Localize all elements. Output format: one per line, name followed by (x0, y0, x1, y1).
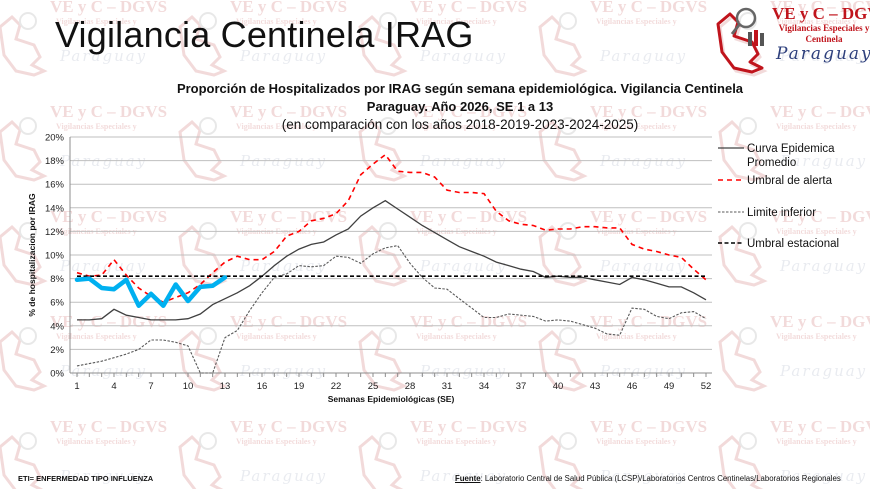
paraguay-map-logo-icon (716, 7, 764, 74)
logo-subtitle: Vigilancias Especiales y Centinela (778, 23, 870, 45)
footer-note: ETI= ENFERMEDAD TIPO INFLUENZA (18, 474, 154, 483)
x-tick-label: 4 (111, 381, 116, 392)
x-tick-label: 16 (257, 381, 268, 392)
logo-subtitle-line1: Vigilancias Especiales y (778, 23, 870, 33)
y-tick-label: 6% (50, 298, 64, 309)
axes (69, 137, 712, 377)
y-tick-label: 10% (45, 251, 65, 262)
series-line-curva-epidemica-promedio (77, 199, 707, 321)
x-tick-label: 37 (516, 381, 527, 392)
legend-label: Curva Epidemica (747, 143, 835, 155)
chart-subtitle: (en comparación con los años 2018-2019-2… (281, 117, 639, 132)
x-tick-label: 10 (183, 381, 194, 392)
chart-title-line2: Paraguay. Año 2026, SE 1 a 13 (366, 99, 554, 114)
legend-label: Umbral de alerta (747, 175, 833, 187)
x-tick-label: 7 (148, 381, 153, 392)
x-tick-label: 25 (368, 381, 379, 392)
y-tick-label: 0% (50, 369, 64, 380)
series-line-2026 (74, 275, 228, 308)
x-tick-labels: 1 4 7 10 13 16 19 22 25 28 31 34 37 40 43 46 49 52 (74, 381, 711, 392)
chart-title-line1: Proporción de Hospitalizados por IRAG se… (176, 81, 744, 96)
series-line-umbral-de-alerta (76, 153, 707, 304)
logo-country: Paraguay (776, 44, 870, 64)
x-tick-label: 34 (479, 381, 490, 392)
y-tick-label: 2% (50, 345, 64, 356)
y-axis-title: % de hospitalizacion por IRAG (27, 193, 37, 317)
x-tick-label: 28 (405, 381, 416, 392)
legend-label: Umbral estacional (747, 238, 839, 250)
x-axis-title: Semanas Epidemiológicas (SE) (328, 394, 455, 404)
chart-title: Proporción de Hospitalizados por IRAG se… (170, 80, 750, 134)
legend-label: Promedio (747, 157, 796, 169)
page-title: Vigilancia Centinela IRAG (55, 14, 474, 55)
y-tick-label: 12% (45, 227, 65, 238)
x-tick-label: 13 (220, 381, 231, 392)
series-lines (74, 153, 707, 374)
x-tick-label: 49 (664, 381, 675, 392)
logo: VE y C – DGVS Vigilancias Especiales y C… (712, 2, 870, 77)
x-tick-label: 1 (74, 381, 79, 392)
x-tick-label: 52 (701, 381, 712, 392)
grid-lines (70, 136, 712, 374)
y-tick-label: 14% (45, 203, 65, 214)
legend: Curva Epidemica Promedio Umbral de alerta L… (718, 143, 839, 250)
x-tick-label: 19 (294, 381, 305, 392)
x-tick-label: 31 (442, 381, 453, 392)
x-tick-label: 43 (590, 381, 601, 392)
y-tick-labels: 0% 2% 4% 6% 8% 10% 12% 14% 16% 18% 20% (45, 133, 65, 380)
series-line-limite-inferior (76, 244, 707, 374)
y-tick-label: 4% (50, 321, 64, 332)
y-tick-label: 20% (45, 133, 65, 144)
x-tick-label: 40 (553, 381, 564, 392)
footer-source: Fuente: Laboratorio Central de Salud Púb… (455, 474, 841, 483)
y-tick-label: 18% (45, 156, 65, 167)
x-tick-label: 46 (627, 381, 638, 392)
y-tick-label: 8% (50, 274, 64, 285)
y-tick-label: 16% (45, 180, 65, 191)
logo-title: VE y C – DGVS (772, 4, 870, 23)
footer-source-label: Fuente (455, 474, 481, 483)
x-tick-label: 22 (331, 381, 342, 392)
legend-label: Limite inferior (747, 207, 816, 219)
logo-subtitle-line2: Centinela (805, 34, 843, 44)
footer-source-text: : Laboratorio Central de Salud Pública (… (480, 474, 841, 483)
